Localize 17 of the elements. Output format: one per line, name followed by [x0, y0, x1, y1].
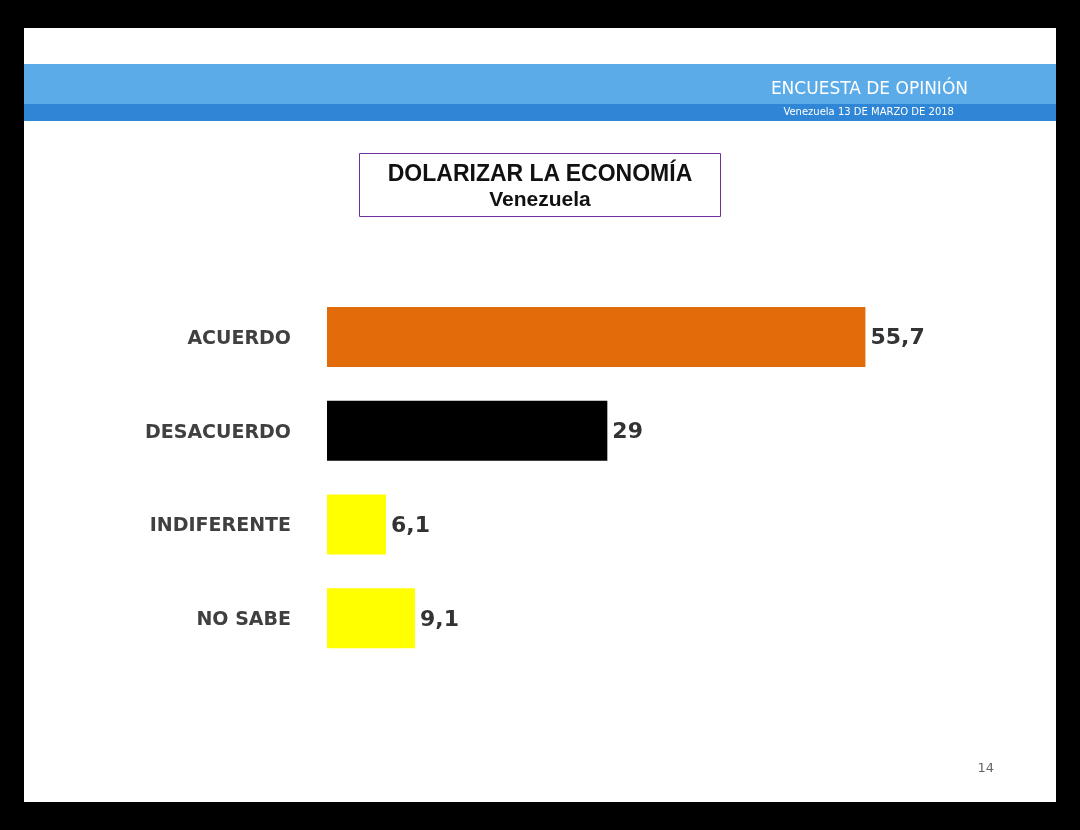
bar: [327, 400, 608, 461]
y-tick-label: DESACUERDO: [144, 419, 291, 442]
chart-subtitle: Venezuela: [489, 187, 592, 210]
data-label: 6,1: [390, 511, 430, 537]
bar: [327, 588, 415, 649]
bar: [327, 306, 866, 367]
text: ENCUESTA DE OPINIÓN: [770, 78, 968, 98]
y-tick-label: ACUERDO: [187, 325, 291, 348]
data-label: 9,1: [419, 605, 459, 631]
chart-title: DOLARIZAR LA ECONOMÍA: [387, 158, 693, 186]
text: Venezuela 13 DE MARZO DE 2018: [783, 106, 954, 117]
data-label: 55,7: [870, 324, 925, 350]
y-tick-label: INDIFERENTE: [149, 513, 291, 536]
bar: [327, 494, 386, 555]
y-tick-label: NO SABE: [196, 607, 291, 630]
text: 14: [977, 760, 994, 775]
data-label: 29: [612, 418, 643, 444]
